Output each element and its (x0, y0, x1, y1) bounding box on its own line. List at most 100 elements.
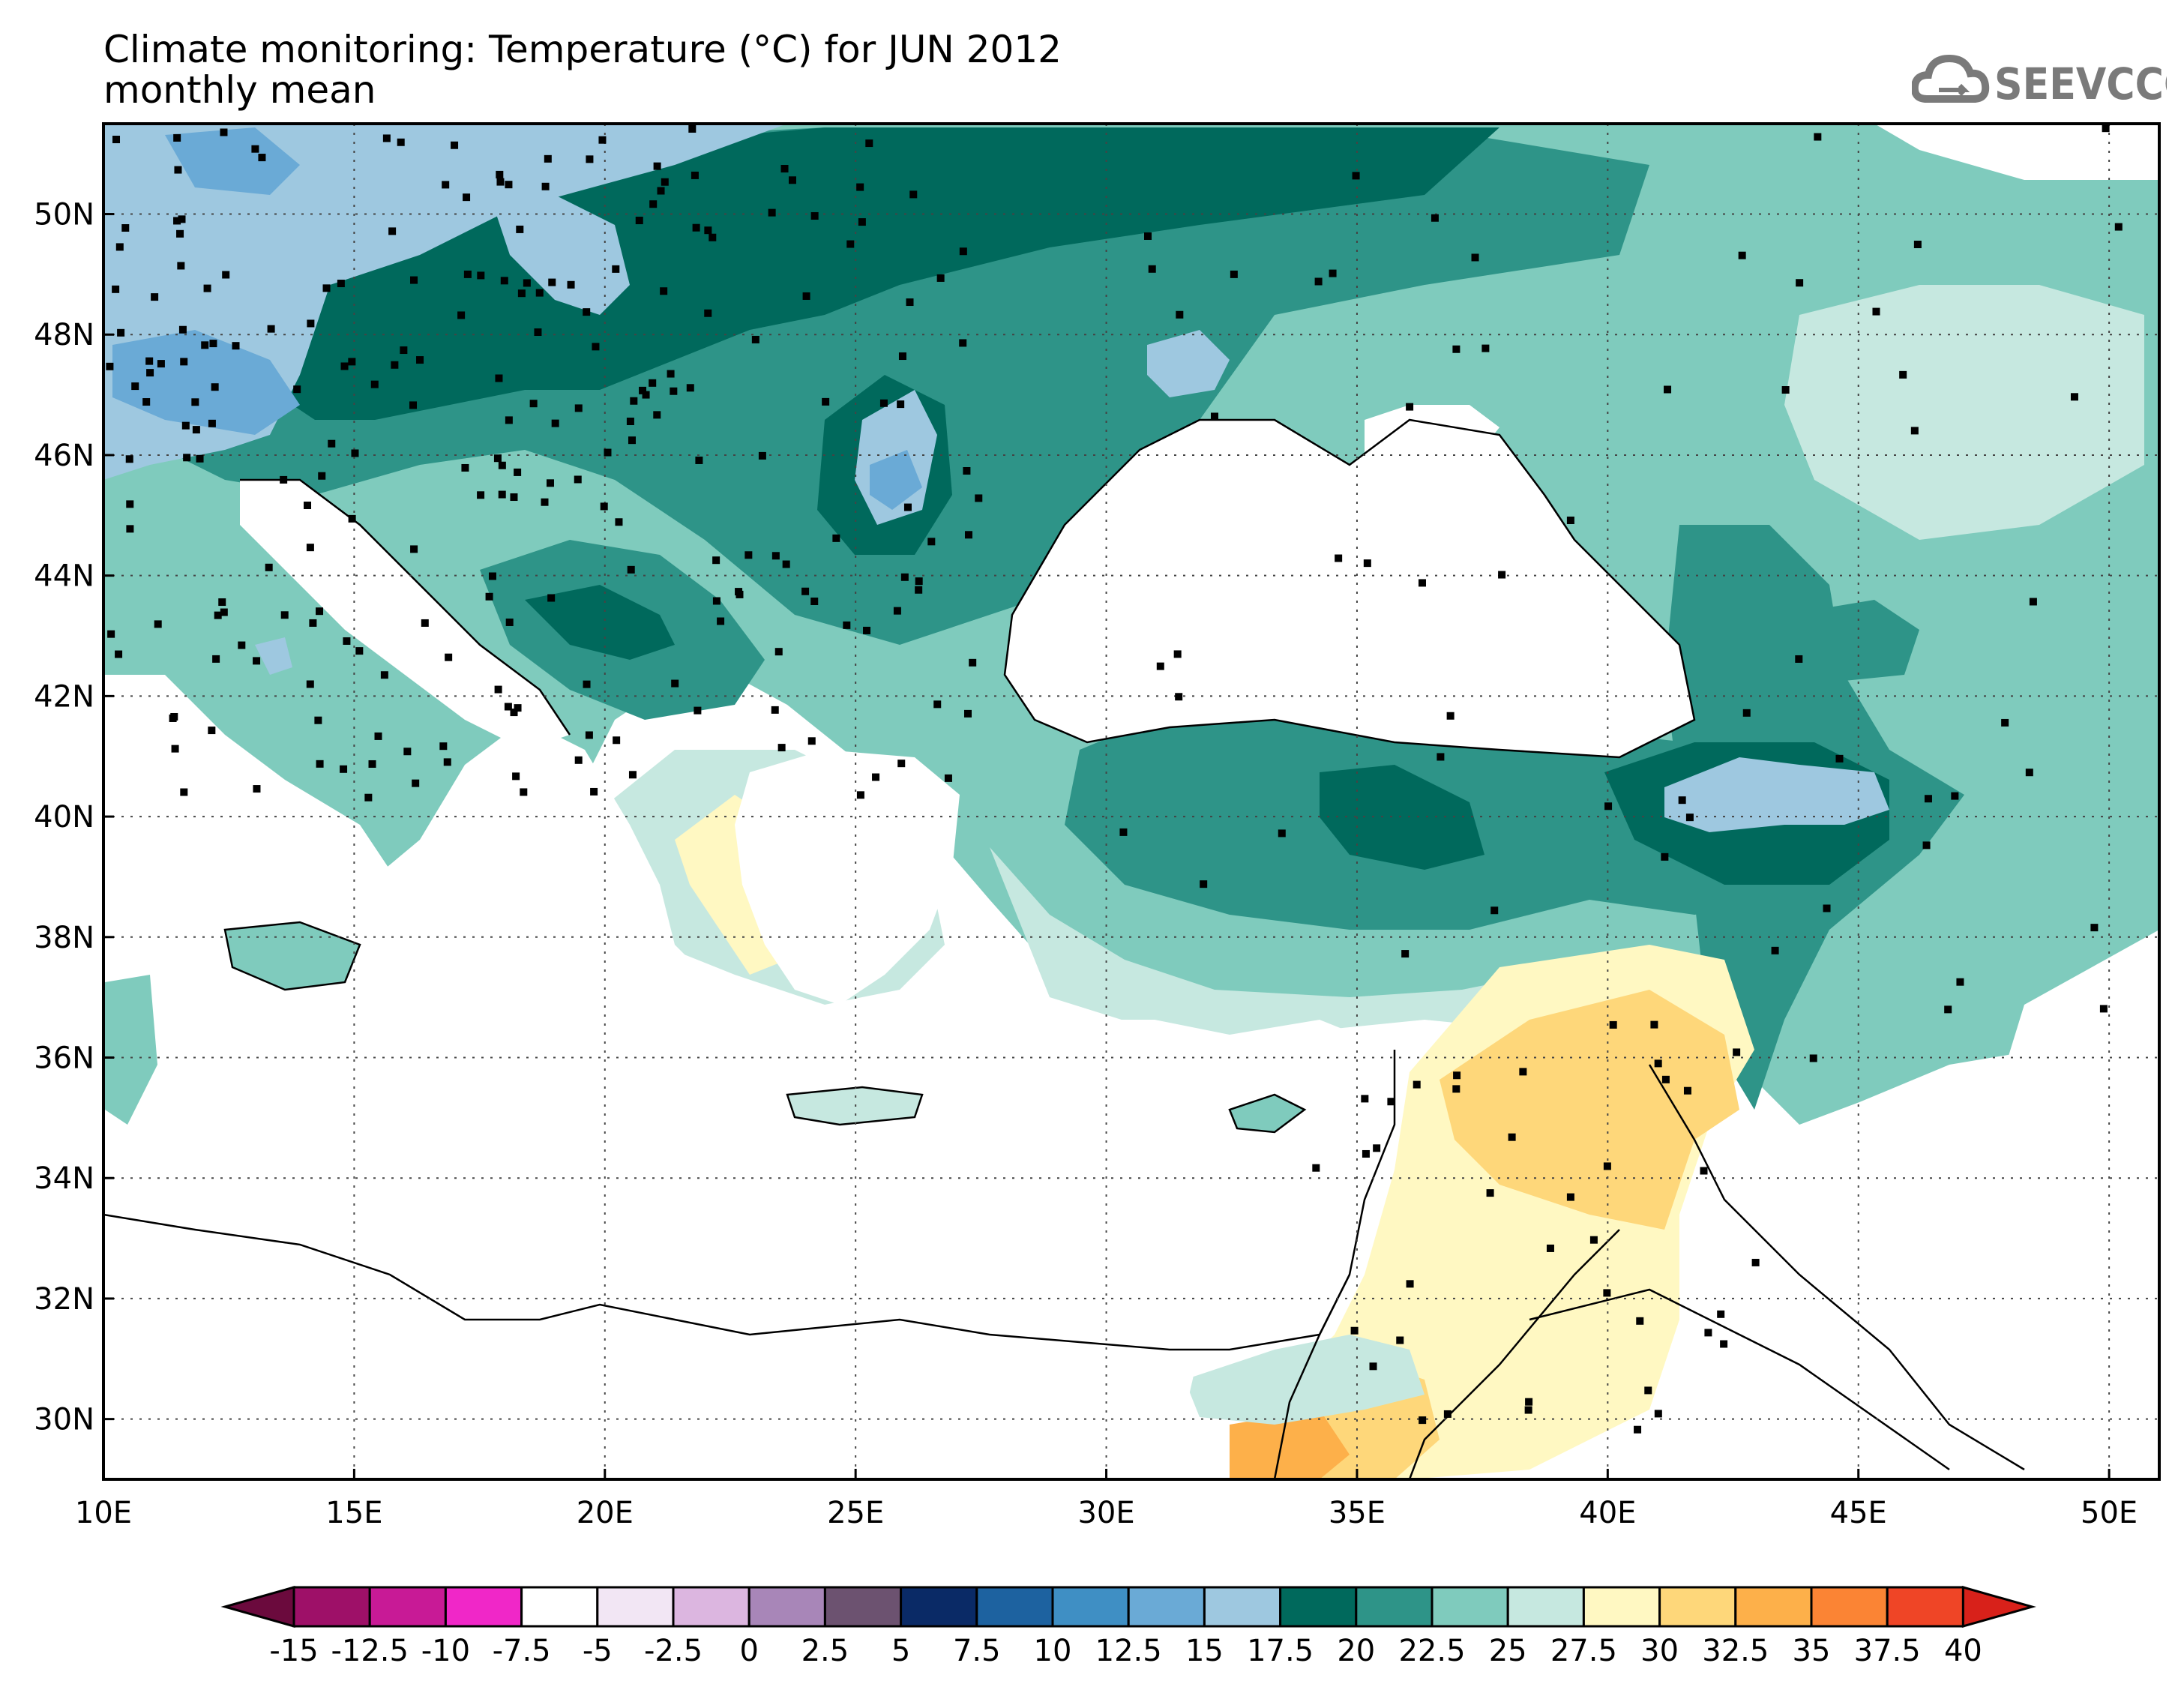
station-marker (500, 277, 508, 285)
station-marker (498, 461, 506, 469)
lon-tick-label: 25E (827, 1496, 884, 1530)
station-marker (649, 379, 657, 387)
station-marker (541, 182, 550, 190)
station-marker (477, 491, 485, 499)
station-marker (1650, 1020, 1658, 1029)
colorbar-swatch (1886, 1586, 1964, 1628)
colorbar-label: 10 (1034, 1634, 1072, 1668)
station-marker (212, 655, 220, 663)
station-marker (546, 479, 554, 487)
colorbar-swatch (823, 1586, 903, 1628)
station-marker (171, 745, 179, 753)
colorbar-label: -15 (269, 1634, 318, 1668)
station-marker (628, 436, 636, 445)
station-marker (635, 217, 643, 225)
station-marker (1546, 1244, 1554, 1252)
station-marker (712, 556, 721, 565)
station-marker (1609, 1020, 1617, 1029)
station-marker (642, 391, 650, 399)
station-marker (107, 630, 115, 638)
station-marker (1452, 1085, 1460, 1093)
station-marker (897, 400, 905, 409)
station-marker (488, 572, 496, 580)
station-marker (1481, 344, 1490, 352)
station-marker (2090, 924, 2099, 932)
colorbar-label: 17.5 (1247, 1634, 1314, 1668)
station-marker (1175, 693, 1183, 701)
lon-tick-label: 30E (1077, 1496, 1134, 1530)
station-marker (959, 339, 967, 347)
station-marker (364, 793, 373, 802)
station-marker (340, 362, 349, 370)
station-marker (1486, 1189, 1494, 1197)
station-marker (145, 357, 154, 365)
colorbar-label: 22.5 (1398, 1634, 1465, 1668)
station-marker (220, 128, 228, 136)
station-marker (1809, 1054, 1817, 1062)
station-marker (1678, 796, 1686, 805)
station-marker (391, 361, 399, 369)
station-marker (2029, 598, 2037, 606)
station-marker (810, 211, 819, 220)
station-marker (574, 756, 583, 764)
station-marker (801, 587, 810, 595)
station-marker (306, 544, 314, 552)
station-marker (788, 176, 796, 184)
station-marker (758, 451, 766, 460)
station-marker (936, 274, 945, 282)
lat-tick-label: 30N (34, 1403, 94, 1437)
station-marker (903, 503, 912, 511)
station-marker (613, 736, 621, 745)
station-marker (1312, 1164, 1320, 1172)
station-marker (368, 760, 376, 768)
station-marker (1913, 241, 1922, 249)
station-marker (2102, 124, 2110, 133)
aegean-sea (735, 750, 960, 1005)
station-marker (807, 737, 816, 745)
station-marker (397, 138, 405, 146)
station-marker (505, 618, 514, 626)
station-marker (1654, 1059, 1662, 1068)
station-marker (340, 765, 348, 773)
station-marker (374, 732, 382, 740)
colorbar-swatch (1658, 1586, 1737, 1628)
station-marker (1835, 754, 1844, 763)
station-marker (1566, 516, 1574, 524)
colorbar-swatch (1734, 1586, 1813, 1628)
station-marker (439, 742, 448, 751)
station-marker (1352, 172, 1360, 180)
station-marker (1471, 253, 1479, 262)
station-marker (115, 243, 124, 251)
colorbar-label: 27.5 (1550, 1634, 1617, 1668)
station-marker (667, 370, 675, 378)
station-marker (388, 227, 397, 235)
station-marker (1362, 1149, 1370, 1158)
station-marker (802, 292, 810, 300)
station-marker (832, 534, 840, 542)
crimea-coast (1365, 405, 1499, 487)
station-marker (1566, 1193, 1574, 1201)
station-marker (1796, 279, 1804, 287)
station-marker (964, 531, 972, 539)
lat-tick-label: 46N (34, 439, 94, 473)
station-marker (316, 607, 324, 616)
station-marker (709, 233, 717, 241)
colorbar-label: -12.5 (331, 1634, 409, 1668)
field-15-17-5-ukraine (1147, 330, 1230, 397)
station-marker (238, 641, 246, 649)
station-marker (1944, 1005, 1952, 1014)
colorbar-swatch (1051, 1586, 1130, 1628)
colorbar-swatch (444, 1586, 523, 1628)
field-12-5-15-carpathian (870, 450, 922, 510)
station-marker (400, 346, 408, 355)
station-marker (131, 382, 139, 391)
station-marker (1278, 829, 1286, 838)
station-marker (498, 490, 506, 499)
black-sea (1005, 420, 1694, 757)
colorbar-label: 35 (1793, 1634, 1831, 1668)
station-marker (1329, 269, 1337, 277)
station-marker (510, 709, 518, 717)
station-marker (1922, 841, 1931, 849)
station-marker (173, 217, 181, 225)
